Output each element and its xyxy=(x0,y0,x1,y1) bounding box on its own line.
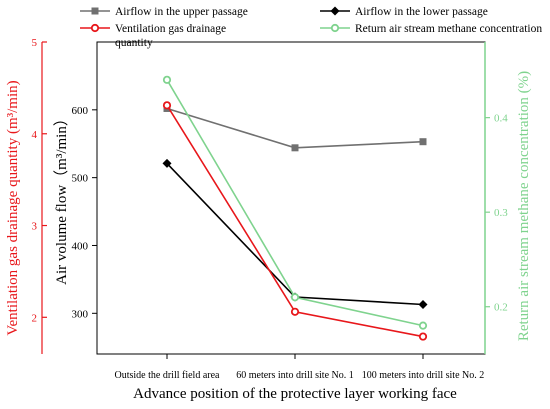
y-air-tick-label: 300 xyxy=(72,308,89,320)
plot-area: Outside the drill field area 60 meters in… xyxy=(5,37,532,381)
legend-label-return-air-stream-methane-concentration: Return air stream methane concentration xyxy=(355,23,542,35)
legend: Airflow in the upper passage Airflow in t… xyxy=(80,6,542,49)
y-gas-tick-label: 2 xyxy=(32,312,38,324)
data-point-ventilation-gas-drainage-quantity xyxy=(162,101,172,110)
y-air-tick-label: 600 xyxy=(72,105,89,117)
legend-label-ventilation-gas-drainage-quantity-cont: quantity xyxy=(115,37,153,49)
data-point-ventilation-gas-drainage-quantity xyxy=(290,307,300,316)
legend-marker-return-air-stream-methane-concentration xyxy=(330,23,340,33)
legend-marker-airflow-in-the-upper-passage xyxy=(91,7,99,15)
legend-label-airflow-in-the-lower-passage: Airflow in the lower passage xyxy=(355,6,488,18)
legend-label-airflow-in-the-upper-passage: Airflow in the upper passage xyxy=(115,6,248,18)
y-gas-tick-label: 3 xyxy=(32,221,38,233)
data-point-airflow-in-the-upper-passage xyxy=(419,138,427,146)
y-methane-tick-label: 0.3 xyxy=(494,207,508,219)
x-tick-label: 100 meters into drill site No. 2 xyxy=(362,370,485,381)
y-air-axis-title: Air volume flow（m³/min） xyxy=(53,111,70,285)
y-methane-tick-label: 0.2 xyxy=(494,302,508,314)
y-gas-tick-label: 5 xyxy=(32,37,38,49)
data-point-return-air-stream-methane-concentration xyxy=(162,75,172,84)
data-point-airflow-in-the-upper-passage xyxy=(291,144,299,152)
data-point-return-air-stream-methane-concentration xyxy=(290,293,300,302)
x-tick-label: 60 meters into drill site No. 1 xyxy=(236,370,354,381)
series-line-airflow-in-the-upper-passage xyxy=(166,107,424,149)
legend-marker-airflow-in-the-lower-passage xyxy=(330,6,340,16)
data-point-airflow-in-the-lower-passage xyxy=(418,299,428,309)
x-tick-label: Outside the drill field area xyxy=(115,370,221,381)
legend-marker-ventilation-gas-drainage-quantity xyxy=(90,23,100,33)
plot-frame xyxy=(96,41,486,355)
data-point-airflow-in-the-lower-passage xyxy=(162,158,172,168)
legend-label-ventilation-gas-drainage-quantity: Ventilation gas drainage xyxy=(115,23,226,35)
data-point-return-air-stream-methane-concentration xyxy=(418,321,428,330)
x-axis-title: Advance position of the protective layer… xyxy=(133,386,457,402)
y-air-tick-label: 400 xyxy=(72,240,89,252)
y-gas-tick-label: 4 xyxy=(32,129,38,141)
y-methane-axis-title: Return air stream methane concentration … xyxy=(516,71,532,341)
data-point-ventilation-gas-drainage-quantity xyxy=(418,332,428,341)
y-air-tick-label: 500 xyxy=(72,173,89,185)
y-gas-axis-title: Ventilation gas drainage quantity (m³/mi… xyxy=(5,80,21,335)
series-line-airflow-in-the-lower-passage xyxy=(166,162,424,306)
y-methane-tick-label: 0.4 xyxy=(494,113,508,125)
